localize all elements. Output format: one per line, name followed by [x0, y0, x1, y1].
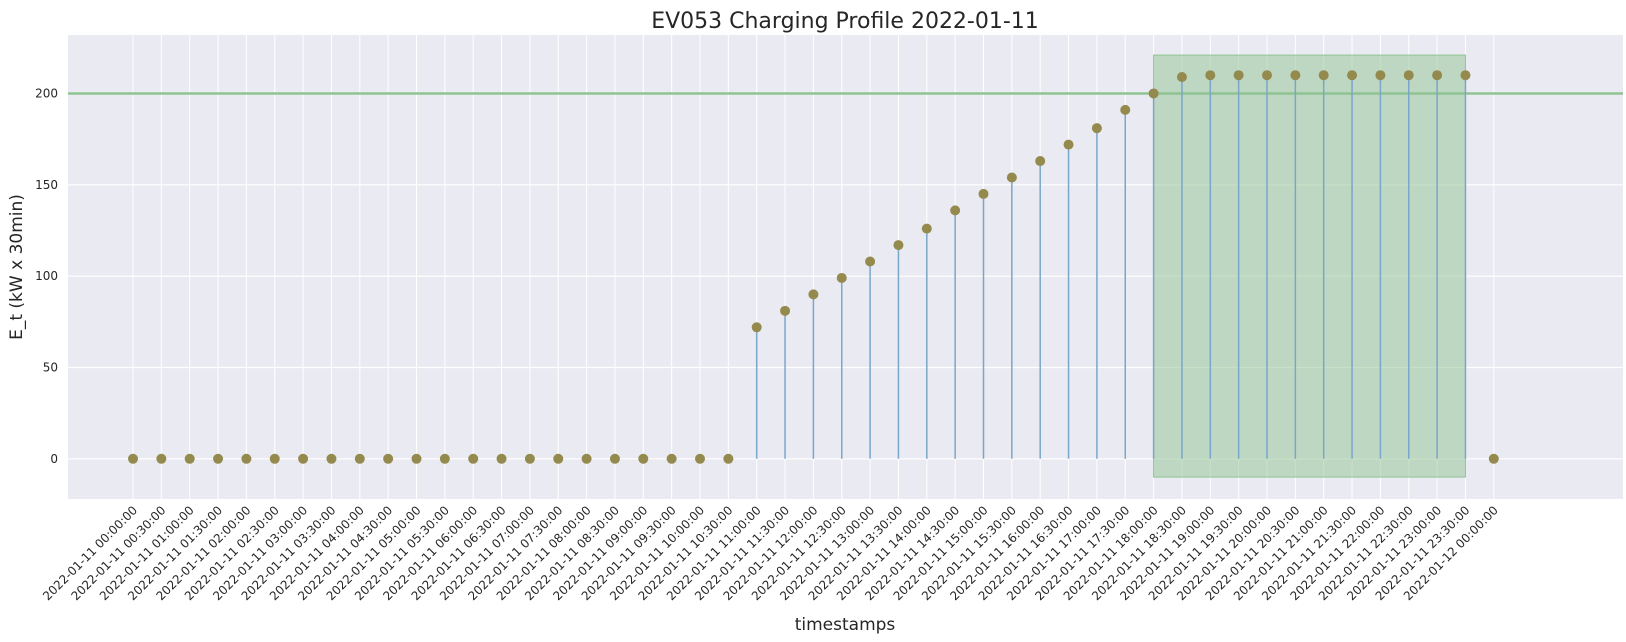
data-point — [780, 305, 791, 316]
stems — [755, 75, 1467, 459]
data-point — [1205, 70, 1216, 81]
data-point — [1460, 70, 1471, 81]
shaded-region — [1153, 54, 1466, 478]
data-point — [723, 453, 734, 464]
y-tick-label: 150 — [35, 178, 58, 192]
data-point — [1063, 139, 1074, 150]
data-point — [326, 453, 337, 464]
data-point — [241, 453, 252, 464]
data-point — [354, 453, 365, 464]
data-point — [1006, 172, 1017, 183]
chart-title: EV053 Charging Profile 2022-01-11 — [651, 9, 1039, 34]
data-point — [1375, 70, 1386, 81]
data-point — [978, 188, 989, 199]
data-point — [553, 453, 564, 464]
data-point — [921, 223, 932, 234]
data-point — [1318, 70, 1329, 81]
data-point — [439, 453, 450, 464]
y-tick-label: 200 — [35, 86, 58, 100]
data-point — [383, 453, 394, 464]
data-point — [1290, 70, 1301, 81]
data-point — [156, 453, 167, 464]
y-tick-label: 50 — [43, 360, 58, 374]
data-point — [1432, 70, 1443, 81]
data-point — [468, 453, 479, 464]
data-point — [1148, 88, 1159, 99]
data-point — [411, 453, 422, 464]
y-axis-label: E_t (kW x 30min) — [7, 194, 27, 340]
data-point — [893, 240, 904, 251]
data-point — [1403, 70, 1414, 81]
y-tick-labels: 0 50 100 150 200 — [35, 86, 58, 465]
data-point — [496, 453, 507, 464]
data-point — [609, 453, 620, 464]
data-point — [950, 205, 961, 216]
data-point — [1120, 104, 1131, 115]
data-point — [1347, 70, 1358, 81]
data-point — [751, 322, 762, 333]
data-point — [524, 453, 535, 464]
data-point — [808, 289, 819, 300]
data-point — [184, 453, 195, 464]
y-tick-label: 100 — [35, 269, 58, 283]
x-axis-label: timestamps — [795, 615, 896, 635]
data-point — [836, 272, 847, 283]
data-point — [269, 453, 280, 464]
data-point — [1262, 70, 1272, 81]
data-point — [865, 256, 876, 267]
data-point — [638, 453, 649, 464]
charging-window-region — [1153, 54, 1466, 478]
data-point — [1035, 156, 1046, 167]
y-tick-label: 0 — [50, 452, 58, 466]
data-point — [1233, 70, 1244, 81]
data-point — [213, 453, 224, 464]
data-point — [1488, 453, 1499, 464]
data-point — [1176, 72, 1187, 83]
data-point — [581, 453, 592, 464]
data-point — [695, 453, 705, 464]
data-point — [1091, 123, 1102, 134]
data-point — [298, 453, 309, 464]
data-points — [128, 70, 1499, 464]
data-point — [128, 453, 138, 464]
data-point — [666, 453, 677, 464]
